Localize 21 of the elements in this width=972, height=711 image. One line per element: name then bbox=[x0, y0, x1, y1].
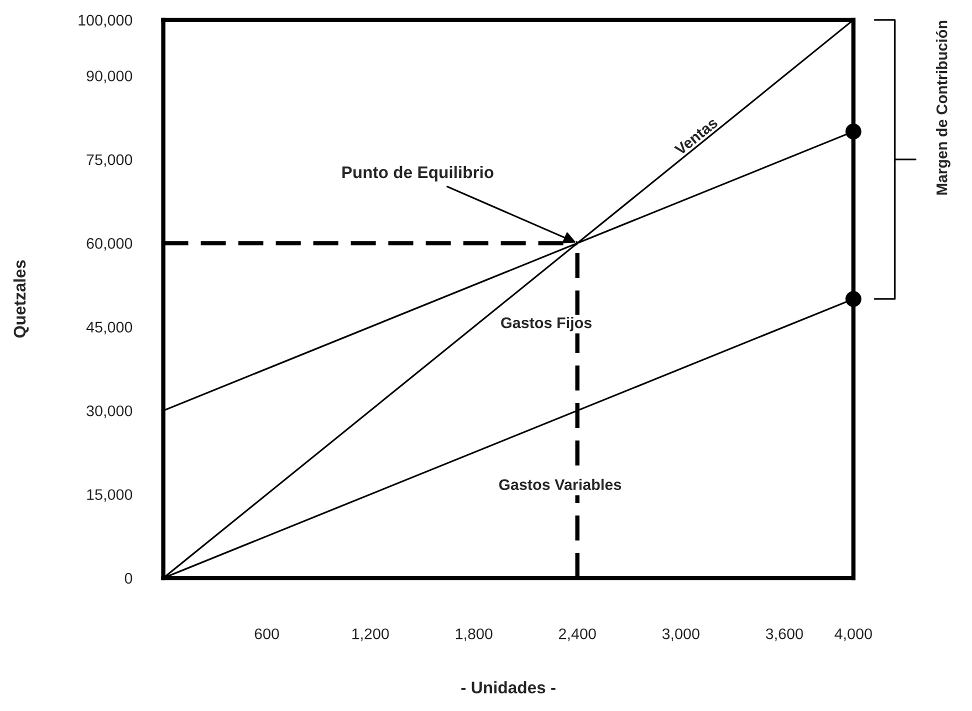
y-tick-label: 60,000 bbox=[86, 238, 132, 251]
y-tick-label: 90,000 bbox=[86, 70, 132, 84]
x-tick-label: 4,000 bbox=[834, 628, 872, 642]
y-tick-label: 0 bbox=[124, 572, 132, 584]
annotation: Punto de Equilibrio bbox=[342, 166, 494, 182]
x-tick-label: 1,800 bbox=[456, 628, 492, 642]
x-tick-label: 600 bbox=[254, 628, 279, 640]
y-tick-label: 100,000 bbox=[78, 14, 132, 28]
y-tick-label: 45,000 bbox=[86, 322, 132, 334]
text: Margen de Contribución bbox=[936, 20, 950, 195]
x-tick-label: 3,000 bbox=[662, 628, 700, 642]
y-tick-label: 30,000 bbox=[86, 405, 132, 418]
x-tick-label: 2,400 bbox=[559, 628, 596, 642]
y-tick-label: 15,000 bbox=[87, 489, 132, 502]
annotation: Gastos Variables bbox=[499, 478, 622, 490]
y-tick-label: 75,000 bbox=[86, 154, 132, 167]
y-axis-title: Quetzales bbox=[13, 260, 29, 338]
x-tick-label: 1,200 bbox=[352, 628, 389, 642]
annotation: Gastos Fijos bbox=[501, 316, 592, 332]
x-axis-title: - Unidades - bbox=[461, 681, 556, 694]
x-tick-label: 3,600 bbox=[766, 628, 803, 642]
